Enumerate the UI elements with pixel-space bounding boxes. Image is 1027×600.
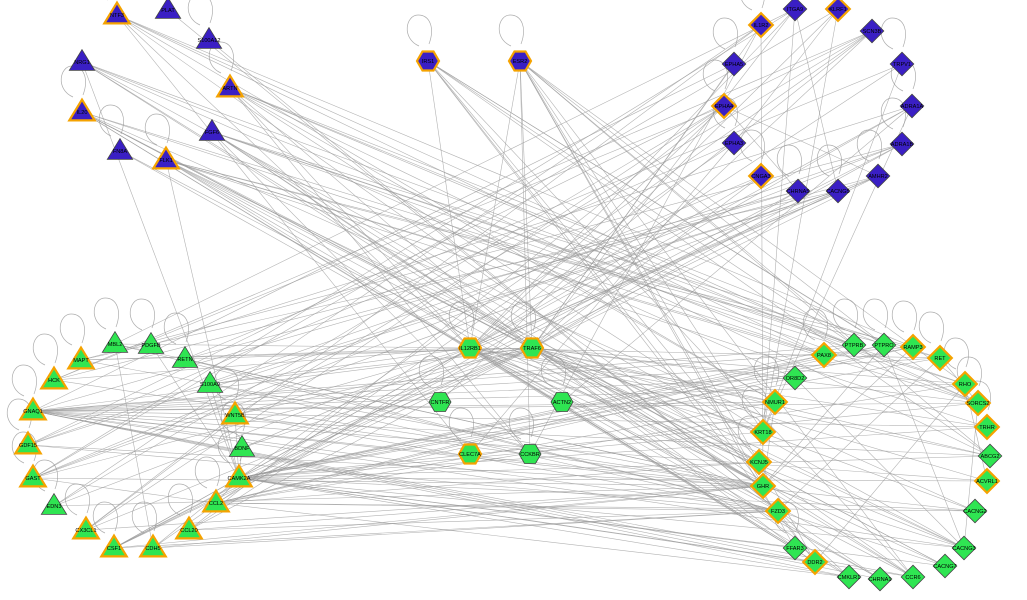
svg-text:RHO: RHO	[959, 382, 972, 388]
svg-text:GDF15: GDF15	[19, 443, 37, 449]
svg-text:PTPRB: PTPRB	[845, 343, 864, 349]
svg-text:EPHA5: EPHA5	[725, 62, 743, 68]
svg-text:HCK: HCK	[48, 378, 60, 384]
svg-text:PLAT: PLAT	[161, 8, 175, 14]
svg-text:CX3CL1: CX3CL1	[75, 528, 96, 534]
svg-text:CCKBR: CCKBR	[520, 452, 540, 458]
svg-text:RET: RET	[934, 356, 946, 362]
svg-text:GNAQ1: GNAQ1	[23, 409, 43, 415]
svg-text:DDR2: DDR2	[807, 560, 822, 566]
svg-text:CACNG3: CACNG3	[952, 546, 975, 552]
svg-text:CLEC7A: CLEC7A	[459, 452, 481, 458]
svg-text:FFAR3: FFAR3	[786, 546, 803, 552]
svg-text:CMKLR1: CMKLR1	[838, 575, 861, 581]
svg-text:IRS1: IRS1	[422, 59, 434, 65]
svg-text:BDNF: BDNF	[234, 446, 250, 452]
svg-text:RAMP3: RAMP3	[903, 345, 922, 351]
svg-text:PDGFB: PDGFB	[141, 343, 161, 349]
svg-text:NTF3: NTF3	[110, 13, 124, 19]
svg-text:PAX8: PAX8	[817, 353, 831, 359]
svg-text:ARTN: ARTN	[222, 86, 237, 92]
svg-text:CNGA3: CNGA3	[751, 174, 770, 180]
svg-text:ITGA9: ITGA9	[787, 7, 803, 13]
svg-text:SCN3B: SCN3B	[863, 29, 882, 35]
svg-text:CAMK2A: CAMK2A	[227, 476, 250, 482]
svg-text:CACNG2: CACNG2	[963, 509, 986, 515]
svg-text:MBL2: MBL2	[108, 342, 123, 348]
svg-text:EPHA3: EPHA3	[725, 141, 743, 147]
svg-text:ADRA1A: ADRA1A	[901, 104, 924, 110]
svg-text:WNT5B: WNT5B	[225, 413, 245, 419]
svg-text:S100A12: S100A12	[197, 38, 220, 44]
svg-text:CHRNA5: CHRNA5	[786, 189, 809, 195]
svg-text:IL1R2: IL1R2	[754, 23, 769, 29]
svg-text:ESR2: ESR2	[513, 59, 528, 65]
svg-text:MAPT: MAPT	[73, 358, 89, 364]
svg-text:EDN3: EDN3	[47, 504, 62, 510]
svg-text:FN8A: FN8A	[113, 149, 128, 155]
svg-text:CACNG5: CACNG5	[826, 189, 849, 195]
svg-text:TRHR: TRHR	[979, 425, 995, 431]
svg-text:KLRF1: KLRF1	[829, 7, 846, 13]
svg-text:NRG1: NRG1	[74, 60, 90, 66]
svg-text:KRT18: KRT18	[754, 430, 771, 436]
svg-text:ACTN2: ACTN2	[553, 400, 571, 406]
svg-text:CACNG7: CACNG7	[933, 564, 956, 570]
svg-text:GAST: GAST	[25, 476, 41, 482]
svg-text:FGF6: FGF6	[205, 130, 219, 136]
svg-text:PTPRO: PTPRO	[874, 343, 894, 349]
svg-text:EPHA4: EPHA4	[715, 104, 733, 110]
svg-text:IL20: IL20	[77, 110, 88, 116]
svg-text:S100A9: S100A9	[200, 382, 220, 388]
svg-text:OR8D2: OR8D2	[786, 376, 805, 382]
svg-text:CHRNA1: CHRNA1	[868, 577, 891, 583]
svg-text:CCL2: CCL2	[209, 501, 223, 507]
svg-text:CDH5: CDH5	[145, 546, 160, 552]
svg-text:ADRA1B: ADRA1B	[891, 142, 914, 148]
svg-text:GHR: GHR	[757, 484, 769, 490]
svg-text:AMHR2: AMHR2	[868, 174, 888, 180]
svg-text:SORCS2: SORCS2	[966, 401, 989, 407]
svg-text:ACVRL1: ACVRL1	[976, 479, 998, 485]
svg-text:TRPV1: TRPV1	[893, 62, 911, 68]
svg-text:RETN: RETN	[177, 357, 192, 363]
svg-text:CSF1: CSF1	[107, 546, 121, 552]
svg-text:CCL20: CCL20	[180, 528, 197, 534]
svg-text:CCR6: CCR6	[905, 575, 920, 581]
svg-text:CNTFR: CNTFR	[431, 400, 450, 406]
svg-text:NMUR1: NMUR1	[765, 400, 785, 406]
svg-text:ABCG2: ABCG2	[981, 454, 1000, 460]
svg-text:KCNJ5: KCNJ5	[750, 460, 768, 466]
svg-text:FLK1: FLK1	[159, 158, 172, 164]
svg-text:FZD3: FZD3	[771, 509, 785, 515]
svg-text:IL12RB1: IL12RB1	[459, 346, 481, 352]
svg-text:TRAF6: TRAF6	[523, 346, 541, 352]
